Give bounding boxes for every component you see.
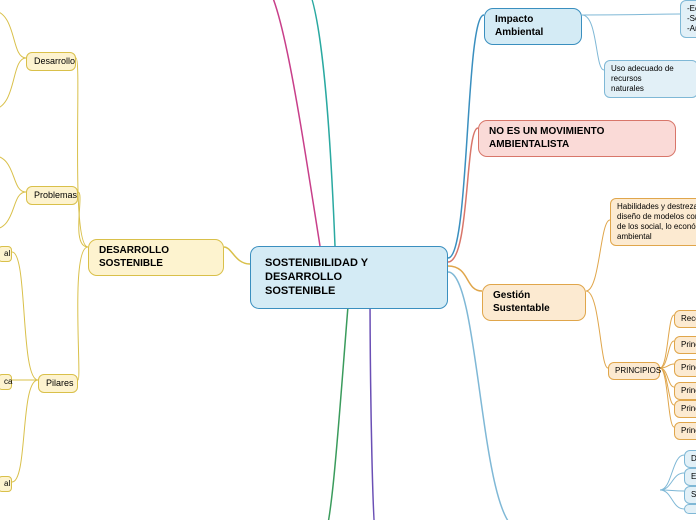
node-edge_lbl_al2[interactable]: al bbox=[0, 476, 12, 492]
edge bbox=[0, 10, 26, 58]
edge bbox=[660, 341, 674, 368]
edge bbox=[12, 252, 38, 380]
edge bbox=[0, 192, 26, 230]
edge bbox=[78, 247, 88, 380]
edge bbox=[78, 192, 88, 247]
edge bbox=[0, 155, 26, 192]
edge bbox=[660, 368, 674, 387]
node-princ1[interactable]: Recol bbox=[674, 310, 696, 328]
edge bbox=[260, 0, 320, 246]
node-impacto[interactable]: Impacto Ambiental bbox=[484, 8, 582, 45]
edge bbox=[224, 247, 250, 264]
edge bbox=[660, 315, 674, 368]
node-princ6[interactable]: Princ bbox=[674, 422, 696, 440]
edge bbox=[370, 282, 376, 520]
node-princ3[interactable]: Princ bbox=[674, 359, 696, 377]
node-bb1[interactable]: D bbox=[684, 450, 696, 468]
edge bbox=[448, 128, 478, 262]
node-bb2[interactable]: E bbox=[684, 468, 696, 486]
node-princ4[interactable]: Princ bbox=[674, 382, 696, 400]
node-princ5[interactable]: Princ bbox=[674, 400, 696, 418]
node-desarrollo_sost[interactable]: DESARROLLO SOSTENIBLE bbox=[88, 239, 224, 276]
node-edge_lbl_ca[interactable]: ca bbox=[0, 374, 12, 390]
edge bbox=[0, 58, 26, 110]
edge bbox=[660, 455, 684, 490]
node-desarrollo[interactable]: Desarrollo bbox=[26, 52, 76, 71]
node-problemas[interactable]: Problemas bbox=[26, 186, 78, 205]
edge bbox=[660, 368, 674, 427]
node-center[interactable]: SOSTENIBILIDAD Y DESARROLLO SOSTENIBLE bbox=[250, 246, 448, 309]
edge bbox=[582, 14, 680, 15]
node-habilidades[interactable]: Habilidades y destrezas para diseño de m… bbox=[610, 198, 696, 246]
edge bbox=[660, 490, 684, 491]
edge bbox=[660, 473, 684, 490]
node-recursos[interactable]: Uso adecuado de recursos naturales bbox=[604, 60, 696, 98]
node-princ2[interactable]: Princ bbox=[674, 336, 696, 354]
node-pilares[interactable]: Pilares bbox=[38, 374, 78, 393]
edge bbox=[12, 380, 38, 482]
edge bbox=[322, 282, 350, 520]
edge bbox=[586, 291, 608, 368]
node-bb3[interactable]: S bbox=[684, 486, 696, 504]
node-edge_lbl_al[interactable]: al bbox=[0, 246, 12, 262]
node-movimiento[interactable]: NO ES UN MOVIMIENTO AMBIENTALISTA bbox=[478, 120, 676, 157]
edge bbox=[660, 490, 684, 509]
edge bbox=[582, 15, 604, 70]
node-principios[interactable]: PRINCIPIOS bbox=[608, 362, 660, 380]
edge bbox=[76, 58, 88, 247]
node-ec_so[interactable]: -Ec -So -An bbox=[680, 0, 696, 38]
node-gestion[interactable]: Gestión Sustentable bbox=[482, 284, 586, 321]
edge bbox=[586, 220, 610, 291]
edge bbox=[448, 266, 482, 291]
node-bb4[interactable] bbox=[684, 504, 696, 514]
edge bbox=[660, 368, 674, 405]
edge bbox=[300, 0, 335, 246]
edge bbox=[660, 364, 674, 368]
mindmap-canvas: SOSTENIBILIDAD Y DESARROLLO SOSTENIBLE DE… bbox=[0, 0, 696, 520]
